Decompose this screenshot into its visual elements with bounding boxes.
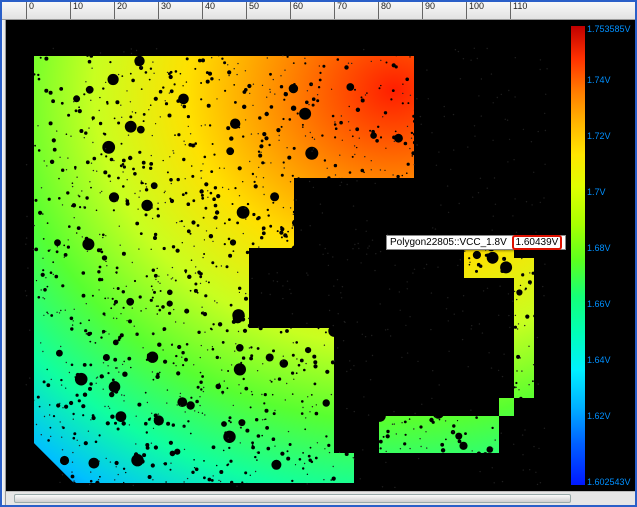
legend-tick: 1.72V [587,131,633,141]
ruler-tick: 10 [70,2,83,19]
legend-colorbar [571,26,585,485]
scrollbar-thumb[interactable] [14,494,571,503]
legend-tick: 1.68V [587,243,633,253]
canvas[interactable]: 1.753585V 1.74V 1.72V 1.7V 1.68V 1.66V 1.64V 1… [6,20,635,491]
ruler-tick: 40 [202,2,215,19]
legend-tick: 1.64V [587,355,633,365]
ruler-tick: 60 [290,2,303,19]
legend-tick: 1.7V [587,187,633,197]
ruler-tick: 70 [334,2,347,19]
legend-tick: 1.62V [587,411,633,421]
ruler-tick: 90 [422,2,435,19]
legend-max: 1.753585V [587,24,633,34]
ruler-tick: 50 [246,2,259,19]
ruler-tick: 0 [26,2,34,19]
viewer-frame: 0 10 20 30 40 50 60 70 80 90 100 110 [0,0,637,507]
scrollbar-horizontal[interactable] [6,491,635,505]
ruler-tick: 20 [114,2,127,19]
legend-min: 1.602543V [587,477,633,487]
ruler-tick: 100 [466,2,484,19]
ruler-horizontal: 0 10 20 30 40 50 60 70 80 90 100 110 [2,2,635,20]
legend-tick: 1.74V [587,75,633,85]
ruler-tick: 30 [158,2,171,19]
legend-tick: 1.66V [587,299,633,309]
pcb-heatmap [14,28,560,488]
ruler-tick: 110 [510,2,527,19]
tooltip-net: Polygon22805::VCC_1.8V [390,237,507,248]
probe-tooltip: Polygon22805::VCC_1.8V 1.60439V [386,235,566,250]
ruler-tick: 80 [378,2,391,19]
tooltip-value: 1.60439V [512,235,563,250]
